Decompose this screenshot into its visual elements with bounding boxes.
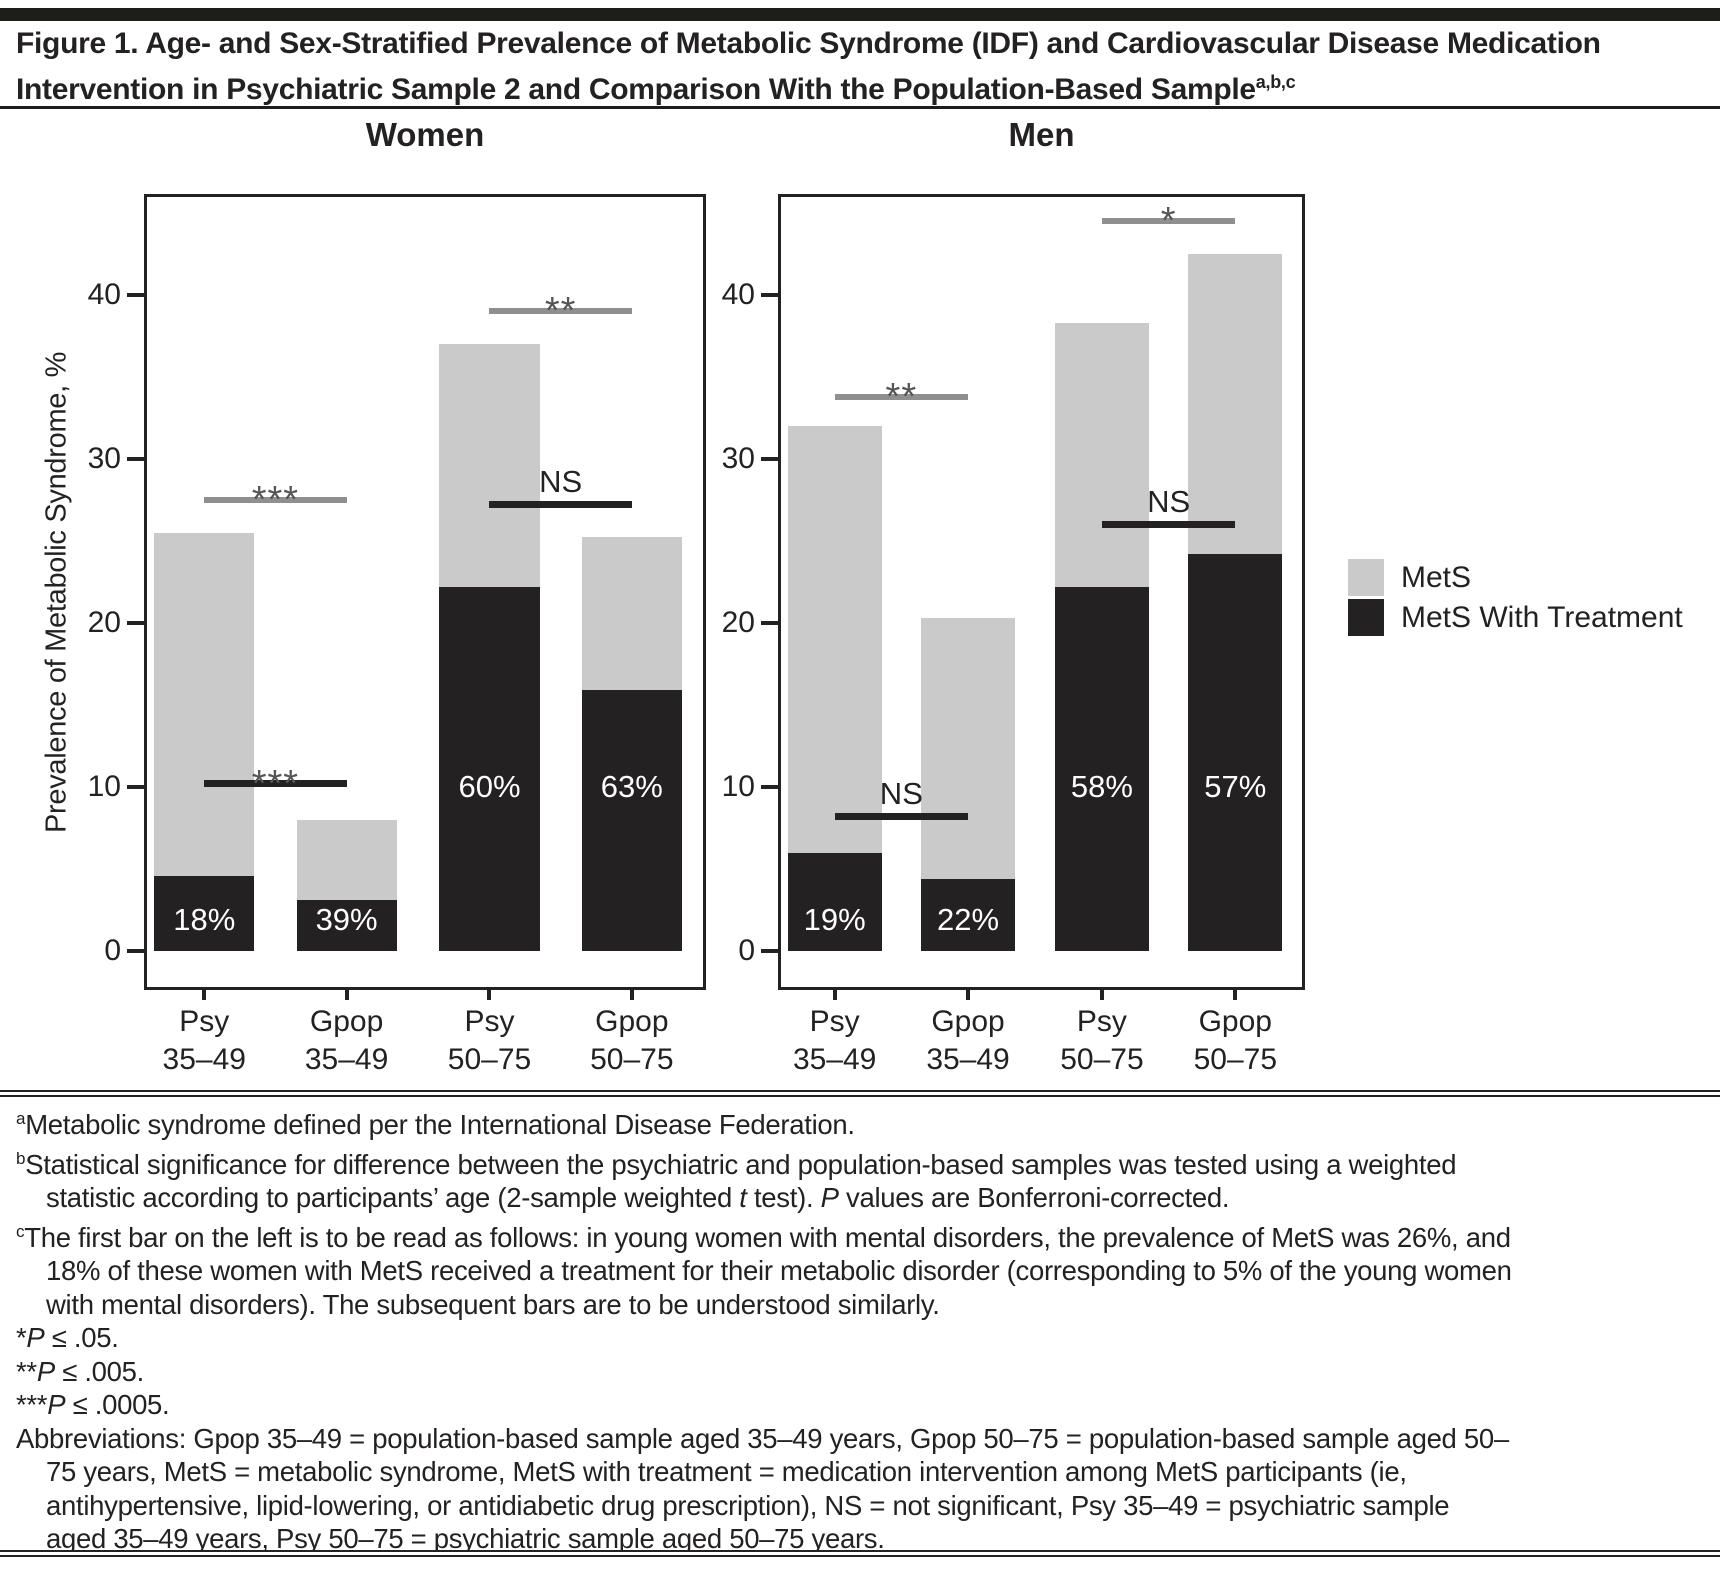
- legend-swatch-mets: [1348, 559, 1384, 596]
- y-axis-title: Prevalence of Metabolic Syndrome, %: [40, 351, 73, 833]
- significance-label: *: [1160, 200, 1177, 243]
- y-axis-tick-label: 40: [87, 277, 121, 311]
- bar-mets-with-treatment: [921, 878, 1015, 951]
- significance-line: [1101, 218, 1236, 225]
- y-axis-tick-label: 0: [104, 934, 121, 967]
- footnote-separator-rule: [0, 1090, 1720, 1097]
- x-category-label: Psy 50–75: [1060, 1005, 1144, 1076]
- footnote: bStatistical significance for difference…: [16, 1148, 1457, 1214]
- charts-area: Prevalence of Metabolic Syndrome, % Wome…: [0, 112, 1720, 1090]
- significance-line: [834, 812, 969, 820]
- significance-line: [1101, 520, 1236, 528]
- y-axis-tick-label: 0: [738, 934, 755, 967]
- y-axis-tick-label: 30: [87, 441, 121, 475]
- legend-swatch-mets-with-treatment: [1348, 599, 1384, 636]
- y-axis-tick: [761, 620, 778, 625]
- legend-item-mets-with-treatment: MetS With Treatment: [1348, 599, 1683, 636]
- y-axis-tick-label: 30: [721, 441, 755, 475]
- bar-mets-with-treatment: [439, 586, 540, 951]
- y-axis-tick-label: 40: [721, 277, 755, 311]
- footnote: *P ≤ .05.: [16, 1322, 119, 1354]
- bar-treatment-pct-label: 18%: [173, 901, 236, 937]
- x-axis-tick: [487, 987, 492, 1000]
- significance-label: **: [544, 290, 577, 333]
- figure-title-superscript: a,b,c: [1255, 72, 1296, 92]
- y-axis-tick: [761, 292, 778, 297]
- panel-title-women: Women: [365, 116, 485, 153]
- significance-line: [489, 308, 632, 315]
- figure-title: Figure 1. Age- and Sex-Stratified Preval…: [16, 25, 1708, 109]
- y-axis-tick-label: 20: [721, 605, 755, 639]
- bar-mets-with-treatment: [1055, 586, 1149, 951]
- bar-treatment-pct-label: 60%: [458, 768, 521, 804]
- significance-label: **: [885, 375, 918, 418]
- panel-title-men: Men: [1008, 116, 1075, 153]
- significance-label: ***: [251, 479, 300, 522]
- legend-label-mets-with-treatment: MetS With Treatment: [1401, 600, 1683, 634]
- top-rule: [0, 8, 1720, 21]
- x-category-label: Psy 35–49: [792, 1005, 877, 1076]
- bar-treatment-pct-label: 58%: [1070, 768, 1133, 804]
- x-category-label: Psy 50–75: [447, 1005, 532, 1076]
- panel-women-plot: 0 10 20 30 40 18% Psy 35–49 39% Gpop 35–49 60% Psy…: [88, 194, 706, 1076]
- significance-line: [834, 393, 969, 400]
- y-axis-tick: [761, 949, 778, 953]
- x-axis-tick: [629, 987, 634, 1000]
- title-rule: [0, 106, 1720, 109]
- y-axis-tick: [127, 784, 144, 789]
- footnotes: aMetabolic syndrome defined per the Inte…: [16, 1102, 1512, 1556]
- footnote: aMetabolic syndrome defined per the Inte…: [16, 1109, 855, 1141]
- y-axis-tick: [761, 784, 778, 789]
- significance-label: NS: [879, 775, 923, 811]
- x-category-label: Gpop 50–75: [590, 1005, 674, 1076]
- y-axis-tick: [761, 456, 778, 461]
- bar-treatment-pct-label: 19%: [803, 901, 866, 937]
- significance-line: [204, 497, 347, 504]
- significance-label: ***: [251, 762, 300, 805]
- bar-treatment-pct-label: 22%: [937, 901, 1000, 937]
- x-axis-tick: [966, 987, 971, 1000]
- x-axis-tick: [832, 987, 837, 1000]
- x-category-label: Gpop 35–49: [926, 1005, 1010, 1076]
- footnote: **P ≤ .005.: [16, 1355, 144, 1387]
- bar-treatment-pct-label: 39%: [315, 901, 378, 937]
- significance-line: [489, 500, 632, 508]
- panel-men-plot: 0 10 20 30 40 19% Psy 35–49 22% Gpop 35–49 58% Psy…: [722, 194, 1305, 1076]
- y-axis-tick-label: 20: [87, 605, 121, 639]
- x-axis-tick: [202, 987, 207, 1000]
- bar-mets-with-treatment: [787, 852, 882, 951]
- figure-title-text: Figure 1. Age- and Sex-Stratified Preval…: [16, 27, 1601, 106]
- y-axis-tick-label: 10: [721, 769, 755, 803]
- footnote: ***P ≤ .0005.: [16, 1389, 170, 1421]
- bar-mets-with-treatment: [1188, 553, 1283, 951]
- bar-treatment-pct-label: 63%: [600, 768, 663, 804]
- significance-label: NS: [539, 463, 583, 499]
- x-category-label: Gpop 35–49: [304, 1005, 389, 1076]
- y-axis-tick: [127, 456, 144, 461]
- significance-line: [204, 779, 347, 787]
- x-axis-tick: [344, 987, 349, 1000]
- legend-label-mets: MetS: [1401, 560, 1472, 594]
- bar-mets-with-treatment: [296, 900, 397, 951]
- x-axis-tick: [1233, 987, 1238, 1000]
- bar-treatment-pct-label: 57%: [1204, 768, 1267, 804]
- x-category-label: Psy 35–49: [162, 1005, 246, 1076]
- bottom-rule: [0, 1550, 1720, 1557]
- y-axis-tick: [127, 620, 144, 625]
- legend: MetS MetS With Treatment: [1348, 559, 1683, 639]
- footnote: cThe first bar on the left is to be read…: [16, 1221, 1512, 1320]
- bar-mets-with-treatment: [581, 690, 682, 951]
- footnote: Abbreviations: Gpop 35–49 = population-b…: [16, 1422, 1509, 1555]
- y-axis-tick-label: 10: [87, 769, 121, 803]
- y-axis-tick: [127, 949, 144, 953]
- bar-mets-with-treatment: [154, 875, 255, 951]
- x-category-label: Gpop 50–75: [1193, 1005, 1278, 1076]
- x-axis-tick: [1099, 987, 1104, 1000]
- legend-item-mets: MetS: [1348, 559, 1683, 596]
- y-axis-tick: [127, 292, 144, 297]
- significance-label: NS: [1147, 483, 1191, 519]
